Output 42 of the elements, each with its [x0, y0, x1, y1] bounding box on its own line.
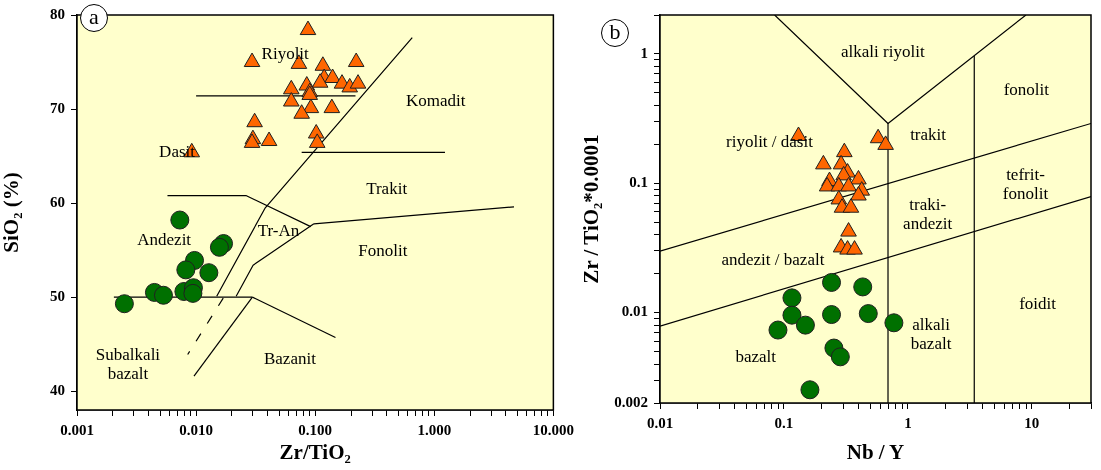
y-axis-title: SiO₂ (%)	[0, 172, 24, 253]
x-tick-label: 10	[1024, 414, 1040, 431]
x-tick-label: 1.000	[417, 421, 452, 438]
x-tick-label: 0.001	[60, 421, 94, 438]
y-tick-label: 50	[50, 288, 65, 305]
annotation: Tr-An	[257, 221, 300, 241]
annotation: foidit	[1019, 293, 1057, 313]
x-tick-label: 0.100	[298, 421, 333, 438]
annotation: fonolit	[1003, 80, 1050, 100]
annotation: riyolit / dasit	[726, 132, 814, 152]
x-tick-label: 10.000	[532, 421, 574, 438]
text: b	[601, 19, 629, 47]
annotation: andezit / bazalt	[721, 250, 825, 270]
y-tick-label: 70	[50, 99, 65, 116]
x-axis-title: Zr/TiO₂	[279, 439, 351, 464]
y-tick-label: 80	[50, 5, 65, 22]
annotation: Riyolit	[261, 43, 310, 63]
annotation: bazalt	[735, 347, 777, 367]
annotation: tefrit- fonolit	[1002, 164, 1049, 203]
y-tick-label: 1	[640, 44, 648, 61]
annotation: alkali bazalt	[910, 315, 952, 354]
y-tick-label: 0.01	[621, 303, 648, 320]
y-axis-title: Zr / TiO₂*0.0001	[579, 134, 604, 284]
x-axis-title: Nb / Y	[846, 439, 905, 464]
x-tick-label: 0.010	[179, 421, 213, 438]
annotation: alkali riyolit	[841, 42, 925, 62]
y-tick-label: 60	[50, 193, 65, 210]
x-tick-label: 1	[904, 414, 912, 431]
y-tick-label: 40	[50, 382, 65, 399]
x-tick-label: 0.01	[646, 414, 674, 431]
annotation: Andezit	[137, 230, 192, 250]
annotation: Subalkali bazalt	[95, 344, 161, 383]
annotation: trakit	[910, 125, 947, 145]
x-tick-label: 0.1	[774, 414, 794, 431]
annotation: Trakit	[366, 179, 408, 199]
annotation: Fonolit	[358, 241, 408, 261]
y-tick-label: 0.1	[629, 174, 648, 191]
annotation: a	[80, 4, 108, 32]
y-tick-label: 0.002	[614, 393, 648, 410]
annotation: Komadit	[405, 91, 466, 111]
annotation: Bazanit	[263, 348, 317, 368]
annotation: traki- andezit	[903, 195, 953, 234]
